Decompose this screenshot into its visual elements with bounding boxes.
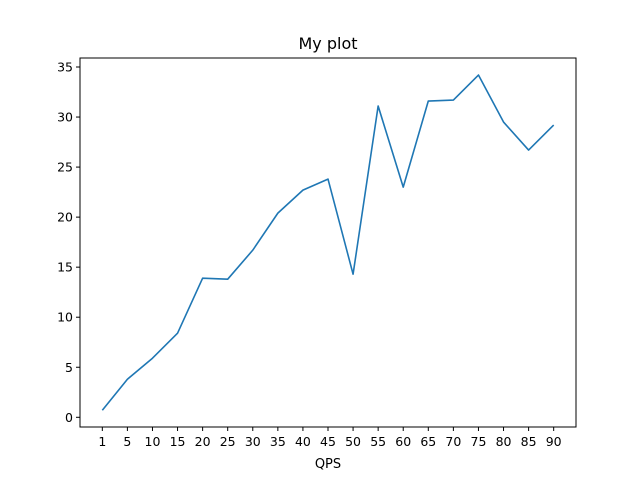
x-tick-label: 35: [270, 434, 286, 449]
x-axis: 1 5 10 15 20 25 30 35 40 45 50 55 60 65 70 75 80 85 90: [98, 427, 562, 449]
y-tick-label: 20: [57, 210, 73, 225]
x-tick-label: 25: [220, 434, 236, 449]
y-tick-label: 30: [57, 110, 73, 125]
y-tick-label: 10: [57, 310, 73, 325]
x-tick-label: 45: [320, 434, 336, 449]
x-tick-label: 5: [123, 434, 131, 449]
series-line: [101, 74, 555, 411]
plot-frame: [79, 57, 577, 428]
y-tick-label: 35: [57, 60, 73, 75]
x-tick-label: 30: [245, 434, 261, 449]
y-tick-label: 0: [65, 410, 73, 425]
x-tick-label: 65: [420, 434, 436, 449]
y-tick-label: 15: [57, 260, 73, 275]
x-tick-label: 15: [170, 434, 186, 449]
x-tick-label: 80: [496, 434, 512, 449]
x-tick-label: 1: [98, 434, 106, 449]
x-tick-label: 85: [521, 434, 537, 449]
x-tick-label: 60: [395, 434, 411, 449]
series-group: [101, 74, 555, 411]
x-tick-label: 10: [145, 434, 161, 449]
x-tick-label: 55: [370, 434, 386, 449]
x-tick-label: 70: [445, 434, 461, 449]
y-tick-label: 25: [57, 160, 73, 175]
x-axis-label: QPS: [315, 457, 341, 472]
x-tick-label: 90: [546, 434, 562, 449]
x-tick-label: 75: [471, 434, 487, 449]
x-tick-label: 40: [295, 434, 311, 449]
x-tick-label: 50: [345, 434, 361, 449]
y-axis: 0 5 10 15 20 25 30 35: [57, 60, 80, 425]
y-tick-label: 5: [65, 360, 73, 375]
x-tick-label: 20: [195, 434, 211, 449]
chart-title: My plot: [298, 34, 357, 53]
